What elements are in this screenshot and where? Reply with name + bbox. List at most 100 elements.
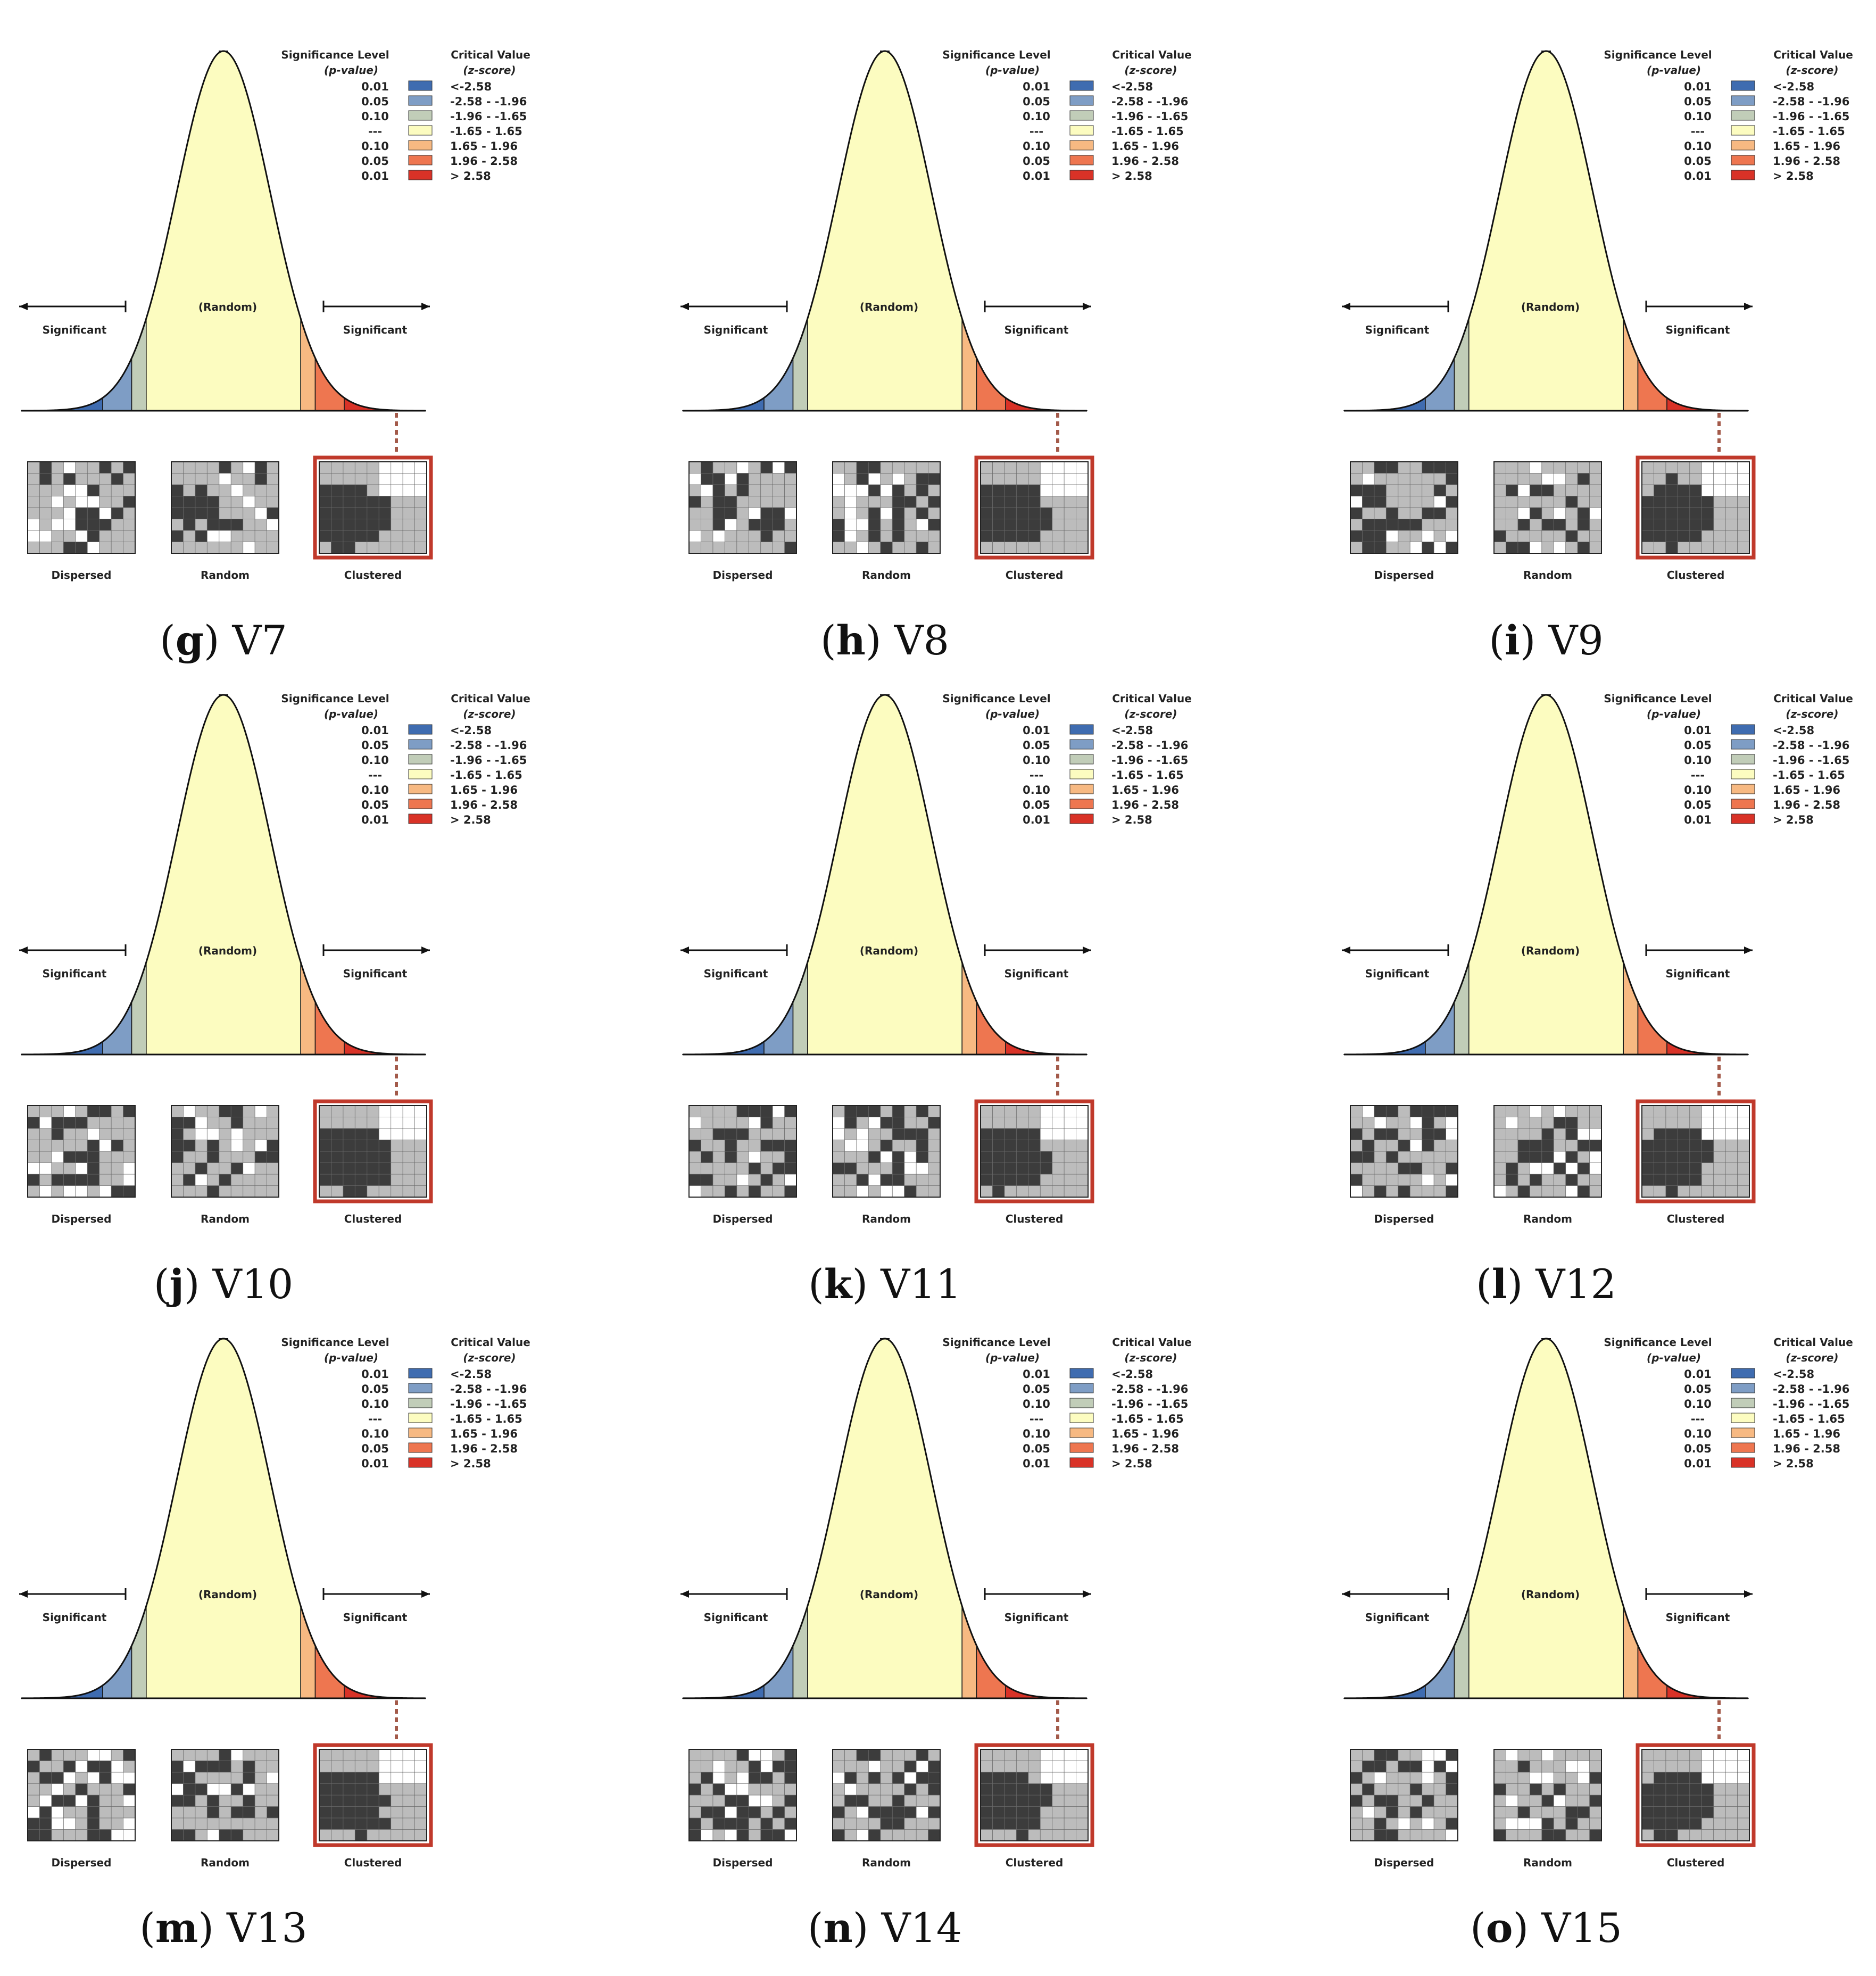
map-cell xyxy=(414,1772,427,1784)
map-cell xyxy=(688,1817,702,1830)
map-cell xyxy=(51,473,64,485)
map-cell xyxy=(87,1117,100,1129)
map-cell xyxy=(206,1151,220,1164)
map-cell xyxy=(688,1795,702,1807)
map-cell xyxy=(1517,1174,1531,1186)
map-cell xyxy=(1016,1185,1029,1198)
map-cell xyxy=(1665,1783,1679,1796)
map-cell xyxy=(319,1185,332,1198)
map-cell xyxy=(331,1185,344,1198)
map-cell xyxy=(267,1829,279,1841)
map-cell xyxy=(880,542,893,554)
map-cell xyxy=(724,1817,737,1830)
map-cell xyxy=(111,1783,124,1796)
map-cell xyxy=(832,507,845,520)
map-cell xyxy=(27,1806,40,1819)
random-label: (Random) xyxy=(860,301,918,313)
map-cell xyxy=(402,519,416,531)
map-cell xyxy=(254,1117,268,1129)
map-cell xyxy=(1677,1829,1690,1841)
map-cell xyxy=(1028,1128,1041,1141)
legend-header-p: Significance Level xyxy=(1604,692,1712,705)
map-cell xyxy=(414,519,427,531)
map-cell xyxy=(243,484,256,497)
map-cell xyxy=(1076,1105,1089,1118)
map-cell xyxy=(1677,1806,1690,1819)
map-cell xyxy=(267,1749,279,1762)
map-cell xyxy=(1409,1806,1423,1819)
map-label-random: Random xyxy=(201,569,250,582)
map-cell xyxy=(402,1829,416,1841)
map-cell xyxy=(760,496,773,508)
map-cell xyxy=(254,542,268,554)
map-clustered xyxy=(1641,1749,1750,1841)
map-cell xyxy=(1577,1795,1590,1807)
map-cell xyxy=(182,1761,196,1773)
map-cell xyxy=(1385,1806,1399,1819)
map-cell xyxy=(1565,496,1579,508)
map-cell xyxy=(206,461,220,474)
map-cell xyxy=(1529,1174,1542,1186)
clustered-highlight xyxy=(313,455,433,560)
map-cell xyxy=(343,461,356,474)
map-cell xyxy=(99,1140,112,1152)
map-cell xyxy=(1713,1806,1726,1819)
map-cell xyxy=(39,1749,52,1762)
map-random xyxy=(171,461,279,554)
map-cell xyxy=(1016,1761,1029,1773)
map-cell xyxy=(1385,1817,1399,1830)
map-cell xyxy=(219,1806,232,1819)
map-cell xyxy=(712,1140,726,1152)
map-cell xyxy=(928,1806,941,1819)
map-cell xyxy=(414,1829,427,1841)
map-cell xyxy=(402,1185,416,1198)
map-cell xyxy=(1076,507,1089,520)
map-cell xyxy=(1362,1772,1375,1784)
map-cell xyxy=(772,473,785,485)
legend-p-value: --- xyxy=(1030,125,1043,138)
map-cell xyxy=(1076,519,1089,531)
map-cell xyxy=(1433,1829,1447,1841)
map-cell xyxy=(206,1128,220,1141)
map-cell xyxy=(27,530,40,543)
map-cell xyxy=(75,1151,88,1164)
map-cell xyxy=(784,1795,797,1807)
map-cell xyxy=(1541,1117,1555,1129)
map-cell xyxy=(1665,542,1679,554)
legend-swatch xyxy=(408,1383,433,1393)
map-cell xyxy=(254,519,268,531)
map-cell xyxy=(1398,1140,1411,1152)
map-cell xyxy=(1446,1817,1458,1830)
curve-band-2 xyxy=(1454,318,1470,411)
legend-swatch xyxy=(1731,1427,1755,1438)
map-cell xyxy=(1725,484,1738,497)
map-label-random: Random xyxy=(201,1856,250,1869)
map-cell xyxy=(880,1128,893,1141)
map-cell xyxy=(111,473,124,485)
map-cell xyxy=(123,507,136,520)
map-cell xyxy=(1493,1761,1507,1773)
map-label-random: Random xyxy=(862,1856,911,1869)
map-cell xyxy=(880,519,893,531)
map-cell xyxy=(1713,1761,1726,1773)
map-cell xyxy=(928,496,941,508)
map-label-random: Random xyxy=(1523,569,1572,582)
legend-p-value: 0.10 xyxy=(1684,1427,1712,1440)
legend-swatch xyxy=(1731,125,1755,136)
legend-header-z-sub: (z-score) xyxy=(1124,64,1177,77)
map-cell xyxy=(1577,1185,1590,1198)
map-cell xyxy=(928,519,941,531)
map-frame xyxy=(1641,1749,1750,1841)
map-cell xyxy=(1529,1163,1542,1175)
map-cell xyxy=(1004,1105,1017,1118)
map-cell xyxy=(1433,1749,1447,1762)
map-cell xyxy=(182,1117,196,1129)
map-cell xyxy=(75,1772,88,1784)
map-cell xyxy=(1052,1772,1065,1784)
map-cell xyxy=(1665,1117,1679,1129)
map-cell xyxy=(1654,1185,1666,1198)
map-cell xyxy=(1362,1761,1375,1773)
map-cell xyxy=(182,1128,196,1141)
map-cell xyxy=(1398,1749,1411,1762)
map-cell xyxy=(195,519,208,531)
